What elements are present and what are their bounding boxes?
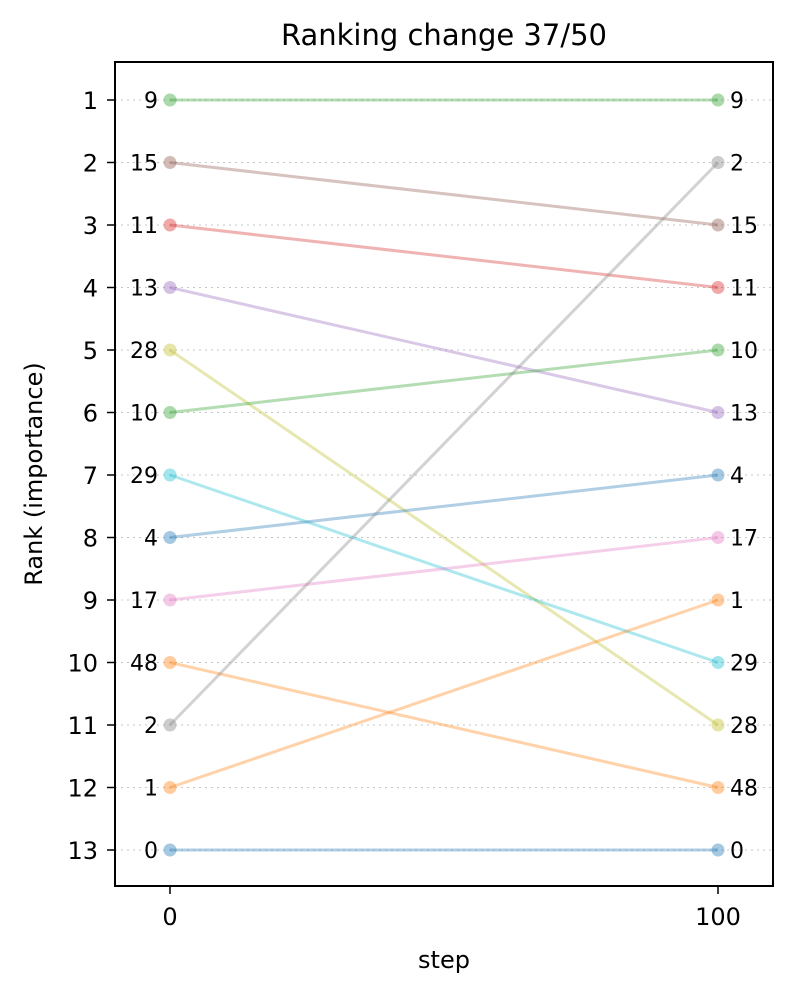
end-label-2: 2 <box>730 152 744 177</box>
series-line-29 <box>169 473 719 664</box>
start-label-15: 15 <box>130 152 158 177</box>
end-label-9: 9 <box>730 89 744 114</box>
point-start-10 <box>163 406 177 419</box>
point-end-0 <box>711 843 725 857</box>
y-tick-label-9: 9 <box>83 587 98 615</box>
y-tick-label-6: 6 <box>83 400 98 428</box>
point-end-2 <box>711 156 725 169</box>
point-end-48 <box>711 781 725 794</box>
end-label-17: 17 <box>730 527 758 552</box>
point-end-13 <box>711 406 725 419</box>
y-axis-label: Rank (importance) <box>20 362 48 585</box>
point-end-15 <box>711 218 725 232</box>
start-label-1: 1 <box>144 777 158 802</box>
y-tick-label-4: 4 <box>83 275 98 303</box>
series-line-48 <box>169 661 719 789</box>
end-label-4: 4 <box>730 464 744 489</box>
point-labels: 9 915151111131328281010292944171748482211… <box>130 89 758 864</box>
start-label-10: 10 <box>130 402 158 427</box>
series-line-11 <box>169 223 719 289</box>
y-tick-label-7: 7 <box>83 462 98 490</box>
start-label-29: 29 <box>130 464 158 489</box>
start-label-28: 28 <box>130 339 158 364</box>
y-tick-label-10: 10 <box>67 650 98 678</box>
plot-frame <box>114 61 774 887</box>
point-end-11 <box>711 281 725 294</box>
series-line-15 <box>169 161 719 227</box>
point-end-1 <box>711 593 725 607</box>
series-line-10 <box>169 348 719 414</box>
point-start-28 <box>163 343 177 357</box>
point-start-4 <box>163 531 177 544</box>
end-label-28: 28 <box>730 714 758 739</box>
point-start-1 <box>163 781 177 794</box>
series-line-4 <box>169 473 719 539</box>
y-tick-label-12: 12 <box>67 775 98 803</box>
end-label-13: 13 <box>730 402 758 427</box>
point-start-15 <box>163 156 177 169</box>
end-label-0: 0 <box>730 839 744 864</box>
grid-lines <box>115 99 773 851</box>
x-tick-label-0: 0 <box>162 903 177 931</box>
point-end-4 <box>711 468 725 482</box>
end-label-10: 10 <box>730 339 758 364</box>
x-tick-label-1: 100 <box>695 903 741 931</box>
y-tick-label-5: 5 <box>83 337 98 365</box>
y-tick-label-13: 13 <box>67 837 98 865</box>
end-label-48: 48 <box>730 777 758 802</box>
point-start-11 <box>163 218 177 232</box>
point-start-17 <box>163 593 177 607</box>
point-start-13 <box>163 281 177 294</box>
point-start-2 <box>163 718 177 732</box>
point-start-0 <box>163 843 177 857</box>
point-end-29 <box>711 656 725 669</box>
x-axis-ticks: 0 100 <box>162 886 741 931</box>
y-tick-label-1: 1 <box>83 87 98 115</box>
start-label-48: 48 <box>130 652 158 677</box>
start-label-17: 17 <box>130 589 158 614</box>
start-label-2: 2 <box>144 714 158 739</box>
start-label-9: 9 <box>144 89 158 114</box>
series-line-17 <box>169 536 719 602</box>
series-line-2 <box>168 161 720 727</box>
point-end-28 <box>711 718 725 732</box>
y-tick-label-2: 2 <box>83 150 98 178</box>
y-tick-label-11: 11 <box>67 712 98 740</box>
series-line-28 <box>169 348 719 727</box>
y-tick-label-3: 3 <box>83 212 98 240</box>
series-line-1 <box>169 598 719 789</box>
series-lines <box>163 93 725 857</box>
point-end-9 <box>711 93 725 107</box>
point-end-10 <box>711 343 725 357</box>
point-end-17 <box>711 531 725 544</box>
start-label-0: 0 <box>144 839 158 864</box>
point-start-48 <box>163 656 177 669</box>
end-label-1: 1 <box>730 589 744 614</box>
start-label-13: 13 <box>130 277 158 302</box>
point-start-9 <box>163 93 177 107</box>
end-label-29: 29 <box>730 652 758 677</box>
y-tick-label-8: 8 <box>83 525 98 553</box>
chart-title: Ranking change 37/50 <box>281 18 607 52</box>
start-label-4: 4 <box>144 527 158 552</box>
start-label-11: 11 <box>130 214 158 239</box>
point-start-29 <box>163 468 177 482</box>
x-axis-label: step <box>418 946 470 974</box>
series-line-13 <box>169 286 719 414</box>
end-label-11: 11 <box>730 277 758 302</box>
end-label-15: 15 <box>730 214 758 239</box>
